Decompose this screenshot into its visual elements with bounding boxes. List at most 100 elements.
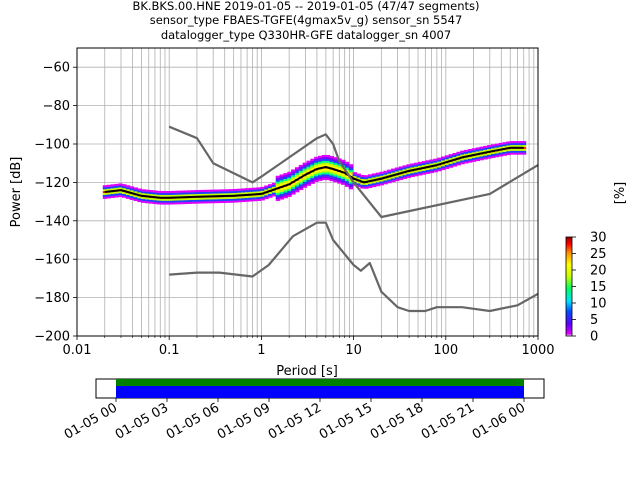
density-cell	[521, 148, 527, 151]
density-cell	[198, 199, 204, 202]
density-cell	[437, 157, 442, 160]
density-cell	[191, 190, 196, 193]
density-cell	[275, 181, 281, 184]
density-cell	[502, 151, 507, 154]
density-cell	[410, 163, 415, 166]
density-cell	[318, 173, 323, 176]
density-cell	[383, 170, 388, 173]
density-cell	[275, 179, 281, 182]
density-cell	[179, 192, 185, 195]
density-cell	[414, 170, 419, 173]
density-cell	[137, 200, 142, 203]
density-cell	[379, 181, 385, 184]
density-cell	[210, 189, 215, 192]
density-cell	[306, 176, 311, 179]
density-cell	[510, 144, 515, 148]
density-cell	[414, 174, 419, 177]
density-cell	[521, 144, 527, 148]
density-cell	[410, 165, 415, 168]
density-cell	[414, 162, 419, 165]
density-cell	[456, 153, 461, 156]
density-cell	[133, 187, 139, 190]
density-cell	[302, 178, 308, 181]
density-cell	[417, 161, 423, 164]
density-cell	[410, 173, 415, 176]
density-cell	[452, 162, 458, 165]
density-cell	[314, 179, 319, 182]
density-cell	[125, 196, 131, 199]
density-cell	[379, 175, 385, 178]
density-cell	[218, 193, 223, 196]
density-cell	[306, 164, 311, 167]
density-cell	[264, 195, 269, 198]
density-cell	[164, 194, 169, 197]
density-cell	[490, 152, 496, 155]
density-cell	[164, 192, 169, 196]
density-cell	[467, 156, 473, 159]
density-cell	[379, 183, 385, 186]
density-cell	[287, 171, 292, 174]
density-cell	[333, 180, 338, 183]
density-cell	[283, 186, 288, 189]
density-cell	[367, 183, 373, 187]
density-cell	[337, 179, 342, 182]
density-cell	[275, 196, 281, 199]
date-tick-label: 01-05 00	[62, 400, 120, 442]
density-cell	[406, 166, 411, 169]
density-cell	[175, 200, 181, 203]
density-cell	[110, 184, 115, 187]
density-cell	[306, 179, 311, 182]
density-cell	[344, 179, 350, 182]
density-cell	[517, 141, 523, 144]
density-cell	[517, 144, 523, 148]
density-cell	[352, 172, 358, 175]
density-cell	[302, 185, 308, 188]
density-cell	[341, 175, 346, 178]
density-cell	[187, 197, 192, 201]
density-cell	[302, 168, 308, 171]
density-cell	[102, 185, 108, 188]
density-cell	[283, 194, 288, 197]
density-cell	[464, 157, 469, 160]
density-cell	[371, 183, 377, 186]
density-cell	[344, 165, 350, 168]
x-ticks: 0.01 0.1 1 10 100 1000	[63, 336, 555, 358]
density-cell	[337, 181, 342, 184]
density-cell	[256, 196, 262, 200]
density-cell	[387, 181, 392, 184]
density-cell	[356, 181, 361, 184]
density-cell	[321, 160, 327, 163]
density-cell	[467, 158, 473, 161]
density-cell	[360, 176, 365, 179]
density-cell	[475, 151, 481, 154]
density-cell	[471, 150, 477, 153]
density-cell	[421, 161, 427, 164]
density-cell	[452, 160, 458, 163]
density-cell	[341, 163, 346, 166]
density-cell	[171, 202, 177, 205]
density-cell	[441, 160, 446, 163]
density-cell	[318, 163, 323, 166]
y-tick-label: −140	[34, 214, 70, 229]
density-cell	[517, 152, 523, 155]
density-cell	[225, 193, 231, 196]
density-cell	[310, 166, 315, 169]
density-cell	[298, 186, 304, 189]
density-cell	[367, 176, 373, 179]
density-cell	[294, 190, 300, 193]
density-cell	[252, 197, 258, 200]
density-cell	[444, 164, 450, 168]
density-cell	[490, 155, 496, 158]
density-cell	[425, 164, 431, 167]
density-cell	[406, 164, 411, 167]
density-cell	[233, 200, 238, 203]
density-cell	[514, 143, 519, 146]
density-cell	[125, 194, 131, 197]
density-cell	[510, 141, 515, 144]
density-cell	[452, 152, 458, 156]
density-cell	[291, 192, 296, 195]
density-cell	[329, 163, 335, 166]
density-cell	[291, 177, 296, 180]
density-cell	[283, 173, 288, 176]
